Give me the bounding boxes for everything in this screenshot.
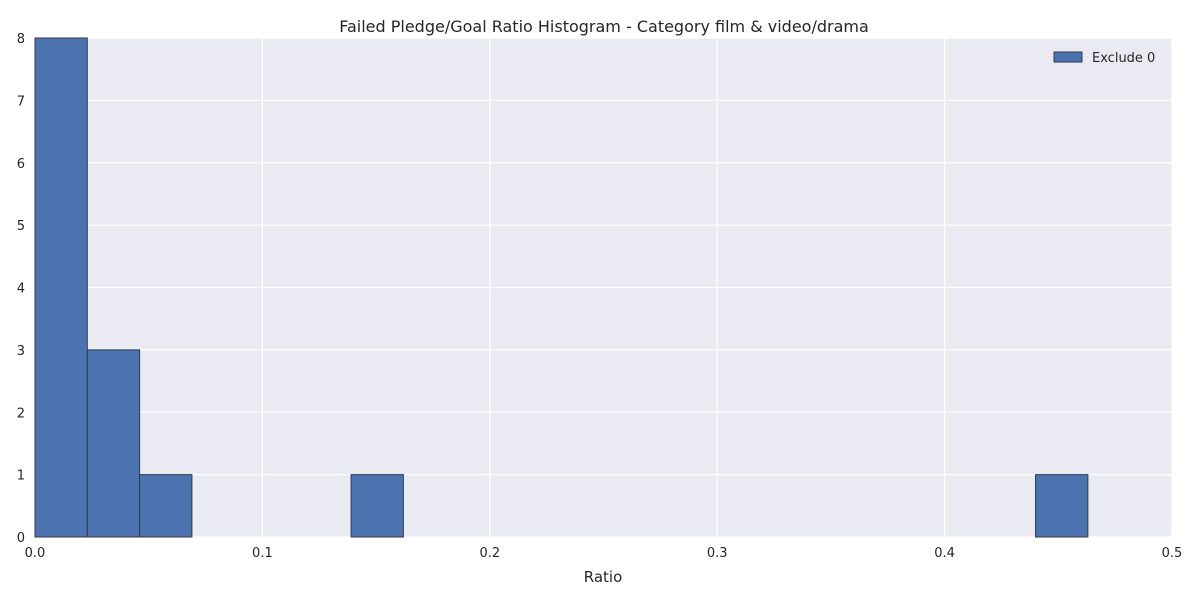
- y-tick-label: 6: [17, 157, 25, 172]
- y-tick-label: 0: [17, 531, 25, 546]
- x-axis-label: Ratio: [584, 568, 623, 586]
- histogram-bar: [86, 349, 141, 538]
- histogram-bar: [350, 474, 404, 538]
- y-tick-label: 2: [17, 406, 25, 421]
- legend: Exclude 0: [1053, 51, 1155, 66]
- x-tick-label: 0.2: [479, 546, 500, 561]
- x-tick-label: 0.4: [934, 546, 955, 561]
- y-tick-label: 5: [17, 219, 25, 234]
- x-tick-labels: 0.0 0.1 0.2 0.3 0.4 0.5: [25, 546, 1183, 561]
- chart-title: Failed Pledge/Goal Ratio Histogram - Cat…: [339, 17, 869, 36]
- x-tick-label: 0.3: [707, 546, 728, 561]
- histogram-bars: [34, 37, 1089, 538]
- grid-lines: [34, 37, 1173, 538]
- y-tick-label: 4: [17, 282, 25, 297]
- y-tick-label: 3: [17, 344, 25, 359]
- histogram-bar: [1035, 474, 1089, 538]
- y-tick-labels: 0 1 2 3 4 5 6 7 8: [17, 32, 25, 546]
- y-tick-label: 1: [17, 469, 25, 484]
- y-tick-label: 8: [17, 32, 25, 47]
- histogram-bar: [139, 474, 193, 538]
- y-tick-label: 7: [17, 94, 25, 109]
- legend-label: Exclude 0: [1092, 51, 1155, 66]
- x-tick-label: 0.1: [252, 546, 273, 561]
- x-tick-label: 0.5: [1162, 546, 1183, 561]
- x-tick-label: 0.0: [25, 546, 46, 561]
- legend-swatch: [1053, 51, 1083, 63]
- histogram-bar: [34, 37, 88, 538]
